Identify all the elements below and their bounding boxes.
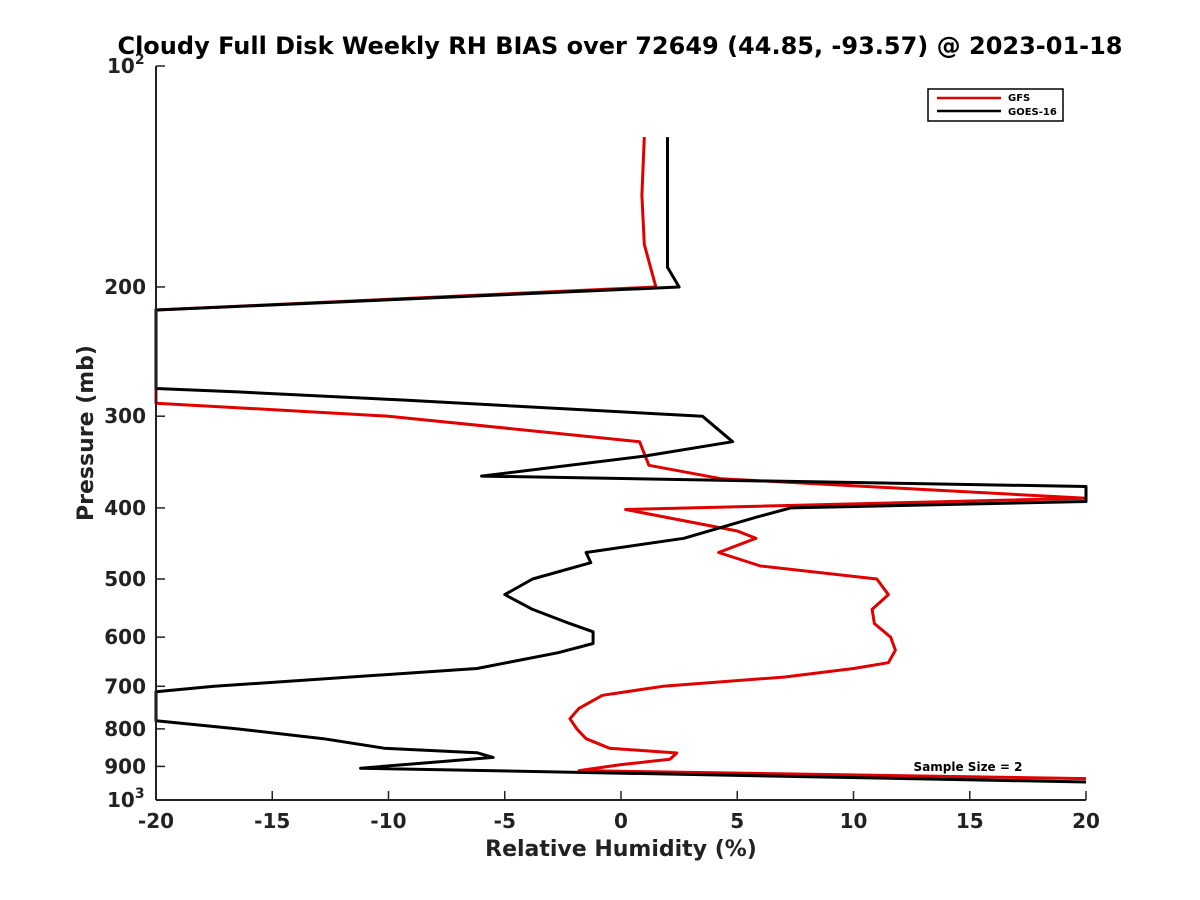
x-tick-label: -20 [138, 809, 174, 833]
y-tick-label: 600 [104, 625, 146, 649]
y-tick-label: 103 [107, 786, 145, 812]
y-tick-label: 800 [104, 717, 146, 741]
plot-area [156, 66, 1086, 800]
y-tick-label: 700 [104, 674, 146, 698]
y-tick-label: 500 [104, 567, 146, 591]
legend-label-goes16: GOES-16 [1008, 107, 1057, 118]
legend-box [927, 88, 1064, 122]
x-tick-label: -5 [494, 809, 516, 833]
x-tick-label: 15 [956, 809, 984, 833]
x-tick-label: -10 [370, 809, 406, 833]
y-tick-label: 400 [104, 496, 146, 520]
y-axis-label: Pressure (mb) [74, 345, 99, 521]
y-ticks: 102 200 300 400 500 600 700 800 900 103 [104, 52, 165, 812]
y-tick-label: 900 [104, 754, 146, 778]
series-line-gfs [154, 137, 1088, 781]
x-ticks: -20 -15 -10 -5 0 5 10 15 20 [138, 791, 1100, 833]
y-tick-label: 300 [104, 404, 146, 428]
x-tick-label: 20 [1072, 809, 1100, 833]
x-tick-label: 5 [730, 809, 744, 833]
chart-title: Cloudy Full Disk Weekly RH BIAS over 726… [117, 32, 1122, 60]
x-tick-label: 0 [614, 809, 628, 833]
series-layer [154, 137, 1088, 784]
legend-label-gfs: GFS [1008, 93, 1030, 104]
x-tick-label: -15 [254, 809, 290, 833]
x-tick-label: 10 [840, 809, 868, 833]
x-axis-label: Relative Humidity (%) [485, 837, 757, 862]
sample-size-annotation: Sample Size = 2 [914, 760, 1023, 774]
y-tick-label: 102 [107, 52, 145, 78]
series-line-goes-16 [154, 137, 1088, 784]
legend: GFS GOES-16 [927, 88, 1064, 122]
y-tick-label: 200 [104, 275, 146, 299]
